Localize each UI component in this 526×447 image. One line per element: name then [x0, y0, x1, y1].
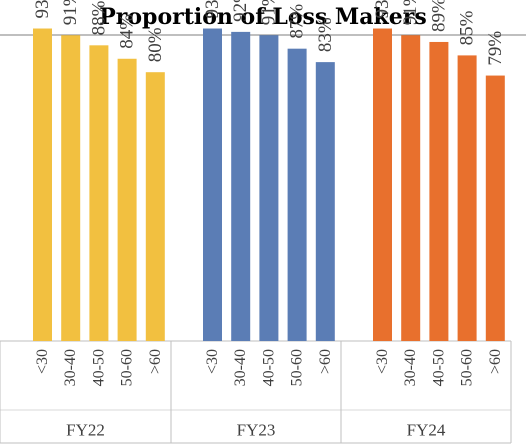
tick-label-fy24-0: <30 [374, 349, 391, 374]
value-label-fy24-3: 85% [457, 10, 478, 45]
value-label-fy22-2: 88% [88, 0, 109, 35]
value-label-fy22-3: 84% [117, 14, 138, 49]
tick-label-fy24-1: 30-40 [402, 349, 419, 386]
tick-label-fy22-4: >60 [147, 349, 164, 374]
value-label-fy23-2: 91% [258, 0, 279, 25]
tick-label-fy23-1: 30-40 [232, 349, 249, 386]
bar-fy22-4 [145, 72, 165, 341]
tick-label-fy23-2: 40-50 [260, 349, 277, 386]
bar-fy24-1 [401, 35, 421, 342]
bar-fy23-4 [315, 62, 335, 342]
bar-fy23-1 [231, 31, 251, 341]
group-label-fy22: FY22 [66, 421, 105, 440]
bar-fy23-3 [287, 48, 307, 342]
value-label-fy22-0: 93% [32, 0, 53, 19]
tick-label-fy22-1: 30-40 [62, 349, 79, 386]
value-label-fy24-4: 79% [485, 31, 506, 66]
bar-fy24-3 [457, 55, 477, 342]
value-label-fy23-3: 87% [287, 4, 308, 39]
bar-fy22-3 [117, 58, 137, 341]
bar-fy22-2 [89, 45, 109, 341]
value-label-fy23-0: 93% [202, 0, 223, 19]
bar-fy23-0 [203, 28, 222, 342]
tick-label-fy24-3: 50-60 [459, 349, 476, 386]
tick-label-fy22-3: 50-60 [119, 349, 136, 386]
tick-label-fy22-0: <30 [34, 349, 51, 374]
bar-fy24-2 [429, 41, 449, 342]
bar-fy24-4 [485, 75, 505, 341]
value-label-fy22-4: 80% [145, 27, 166, 62]
tick-label-fy24-4: >60 [487, 349, 504, 374]
tick-label-fy24-2: 40-50 [430, 349, 447, 386]
chart-title: Proportion of Loss Makers [99, 4, 427, 30]
value-label-fy24-0: 93% [372, 0, 393, 19]
value-label-fy22-1: 91% [60, 0, 81, 25]
value-label-fy24-2: 89% [428, 0, 449, 32]
bar-fy22-1 [61, 35, 81, 342]
tick-label-fy23-4: >60 [317, 349, 334, 374]
value-label-fy23-4: 83% [315, 17, 336, 52]
value-label-fy24-1: 91% [400, 0, 421, 25]
bar-fy24-0 [373, 28, 392, 342]
value-label-fy23-1: 92% [230, 0, 251, 22]
group-label-fy23: FY23 [237, 421, 276, 440]
tick-label-fy22-2: 40-50 [90, 349, 107, 386]
group-label-fy24: FY24 [407, 421, 446, 440]
bar-fy22-0 [33, 28, 52, 342]
tick-label-fy23-0: <30 [204, 349, 221, 374]
tick-label-fy23-3: 50-60 [289, 349, 306, 386]
bar-fy23-2 [259, 35, 279, 342]
